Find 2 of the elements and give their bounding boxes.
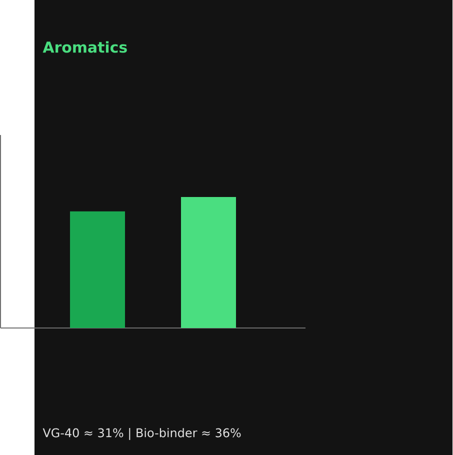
chart-title: Aromatics <box>43 41 128 53</box>
text: VG-40 ≈ 31% | Bio-binder ≈ 36% <box>43 428 241 440</box>
